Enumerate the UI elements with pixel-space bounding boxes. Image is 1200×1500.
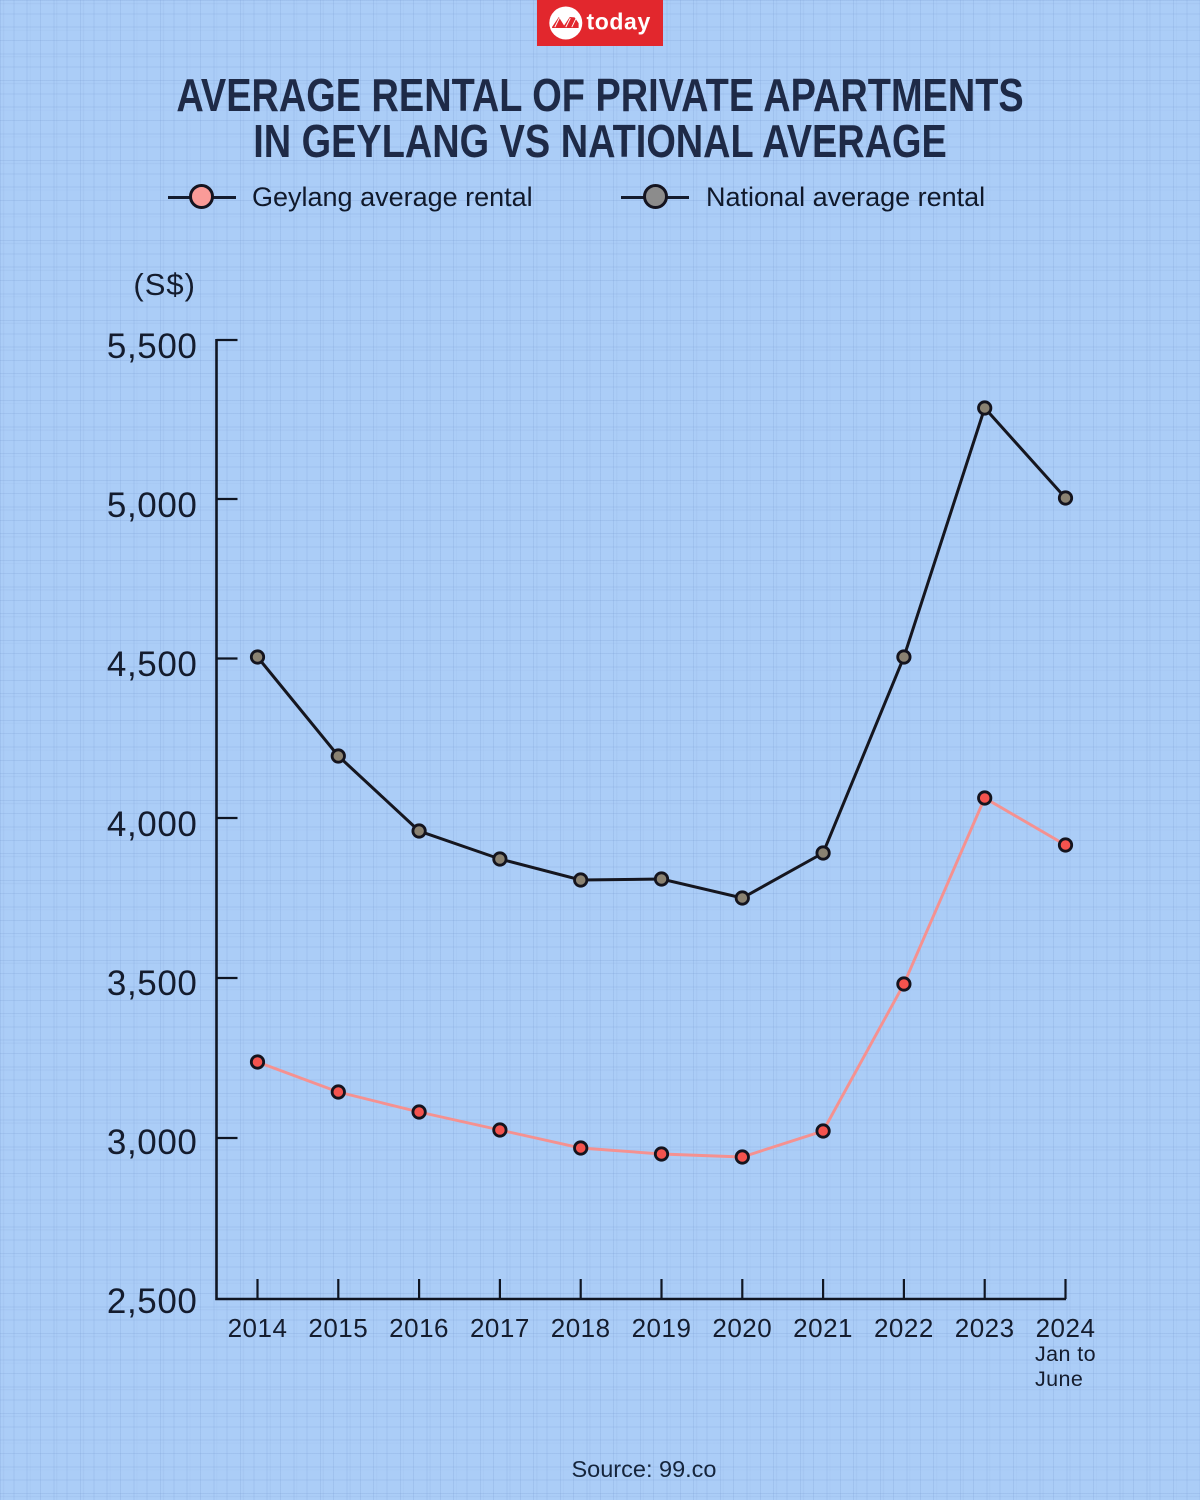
svg-text:2019: 2019 xyxy=(632,1313,692,1343)
svg-text:2016: 2016 xyxy=(389,1313,449,1343)
svg-text:4,000: 4,000 xyxy=(107,805,198,844)
svg-text:4,500: 4,500 xyxy=(107,645,198,684)
svg-text:2020: 2020 xyxy=(712,1313,772,1343)
svg-text:2,500: 2,500 xyxy=(107,1282,198,1321)
svg-text:3,000: 3,000 xyxy=(107,1123,198,1162)
svg-text:2017: 2017 xyxy=(470,1313,530,1343)
svg-text:2022: 2022 xyxy=(874,1313,934,1343)
svg-text:Source: 99.co: Source: 99.co xyxy=(571,1456,716,1482)
svg-text:3,500: 3,500 xyxy=(107,964,198,1003)
svg-text:today: today xyxy=(587,9,651,35)
svg-text:Jan to: Jan to xyxy=(1035,1342,1096,1366)
svg-text:June: June xyxy=(1035,1367,1083,1391)
svg-text:5,500: 5,500 xyxy=(107,327,198,366)
svg-text:2014: 2014 xyxy=(228,1313,288,1343)
svg-text:2015: 2015 xyxy=(308,1313,368,1343)
svg-text:2024: 2024 xyxy=(1036,1313,1096,1343)
svg-text:2023: 2023 xyxy=(955,1313,1015,1343)
svg-text:(S$): (S$) xyxy=(133,267,196,302)
svg-text:5,000: 5,000 xyxy=(107,486,198,525)
svg-text:2018: 2018 xyxy=(551,1313,611,1343)
svg-text:2021: 2021 xyxy=(793,1313,853,1343)
